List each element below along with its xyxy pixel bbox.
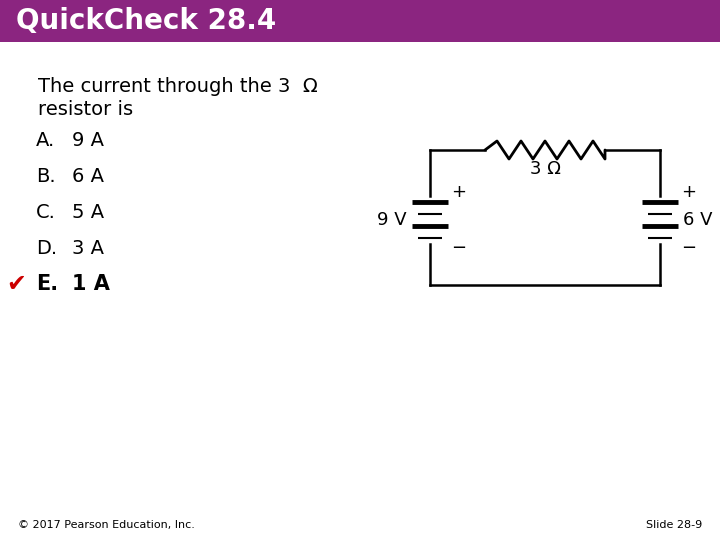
Text: 1 A: 1 A — [72, 274, 110, 294]
Text: ✔: ✔ — [6, 272, 26, 296]
Text: −: − — [681, 239, 696, 257]
Text: 9 A: 9 A — [72, 131, 104, 150]
Text: 3 A: 3 A — [72, 239, 104, 258]
Text: C.: C. — [36, 202, 56, 221]
Text: +: + — [681, 183, 696, 201]
Text: 5 A: 5 A — [72, 202, 104, 221]
Text: E.: E. — [36, 274, 58, 294]
Text: A.: A. — [36, 131, 55, 150]
Text: 9 V: 9 V — [377, 211, 407, 229]
Text: −: − — [451, 239, 466, 257]
Text: 3 Ω: 3 Ω — [530, 160, 560, 178]
Text: Slide 28-9: Slide 28-9 — [646, 520, 702, 530]
Text: © 2017 Pearson Education, Inc.: © 2017 Pearson Education, Inc. — [18, 520, 195, 530]
Text: QuickCheck 28.4: QuickCheck 28.4 — [16, 7, 276, 35]
Text: 6 V: 6 V — [683, 211, 713, 229]
Text: 6 A: 6 A — [72, 166, 104, 186]
Text: The current through the 3  Ω: The current through the 3 Ω — [38, 77, 318, 96]
Text: D.: D. — [36, 239, 57, 258]
Text: resistor is: resistor is — [38, 100, 133, 119]
Text: B.: B. — [36, 166, 55, 186]
Bar — [0, 0, 720, 42]
Text: +: + — [451, 183, 466, 201]
